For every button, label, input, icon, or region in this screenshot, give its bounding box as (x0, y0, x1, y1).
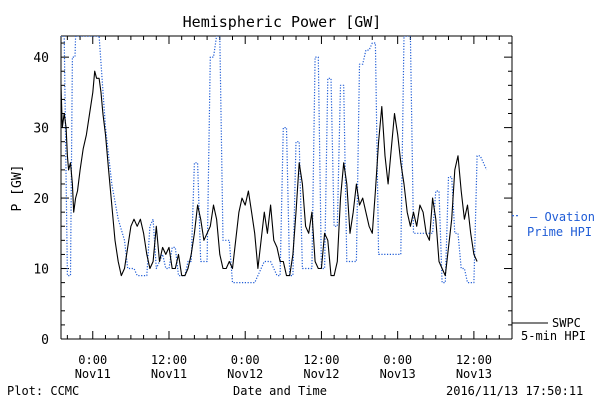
x-tick-time-label: 12:00 (456, 353, 492, 367)
x-axis-label: Date and Time (233, 384, 327, 398)
legend: — Ovation Prime HPI SWPC 5-min HPI (512, 210, 595, 343)
legend-ovation-line1: — Ovation (530, 210, 595, 224)
swpc-series-line (61, 70, 478, 277)
x-tick-date-label: Nov11 (75, 367, 111, 381)
x-tick-time-label: 0:00 (78, 353, 107, 367)
y-tick-label: 10 (33, 263, 49, 278)
y-axis-label: P [GW] (10, 165, 25, 212)
chart-title: Hemispheric Power [GW] (183, 13, 382, 31)
series-layer (61, 36, 520, 284)
plot-credit: Plot: CCMC (7, 384, 79, 398)
x-tick-time-label: 12:00 (303, 353, 339, 367)
ovation-prime-series-line (61, 36, 488, 284)
legend-swpc-line2: 5-min HPI (521, 329, 586, 343)
axes (60, 35, 513, 340)
x-tick-time-label: 0:00 (383, 353, 412, 367)
x-tick-time-label: 0:00 (231, 353, 260, 367)
x-tick-date-label: Nov13 (456, 367, 492, 381)
y-tick-label: 40 (33, 51, 49, 66)
x-tick-date-label: Nov13 (380, 367, 416, 381)
plot-timestamp: 2016/11/13 17:50:11 (446, 384, 583, 398)
x-ticks: 0:00Nov1112:00Nov110:00Nov1212:00Nov120:… (66, 36, 500, 381)
y-ticks: 0 10 20 30 40 (33, 42, 512, 348)
y-tick-label: 20 (33, 192, 49, 207)
x-tick-date-label: Nov12 (227, 367, 263, 381)
legend-ovation-line2: Prime HPI (527, 225, 592, 239)
x-tick-date-label: Nov11 (151, 367, 187, 381)
x-tick-time-label: 12:00 (151, 353, 187, 367)
x-tick-date-label: Nov12 (303, 367, 339, 381)
y-tick-label: 30 (33, 122, 49, 137)
legend-swpc-line1: SWPC (552, 316, 581, 330)
y-tick-label: 0 (41, 333, 49, 348)
